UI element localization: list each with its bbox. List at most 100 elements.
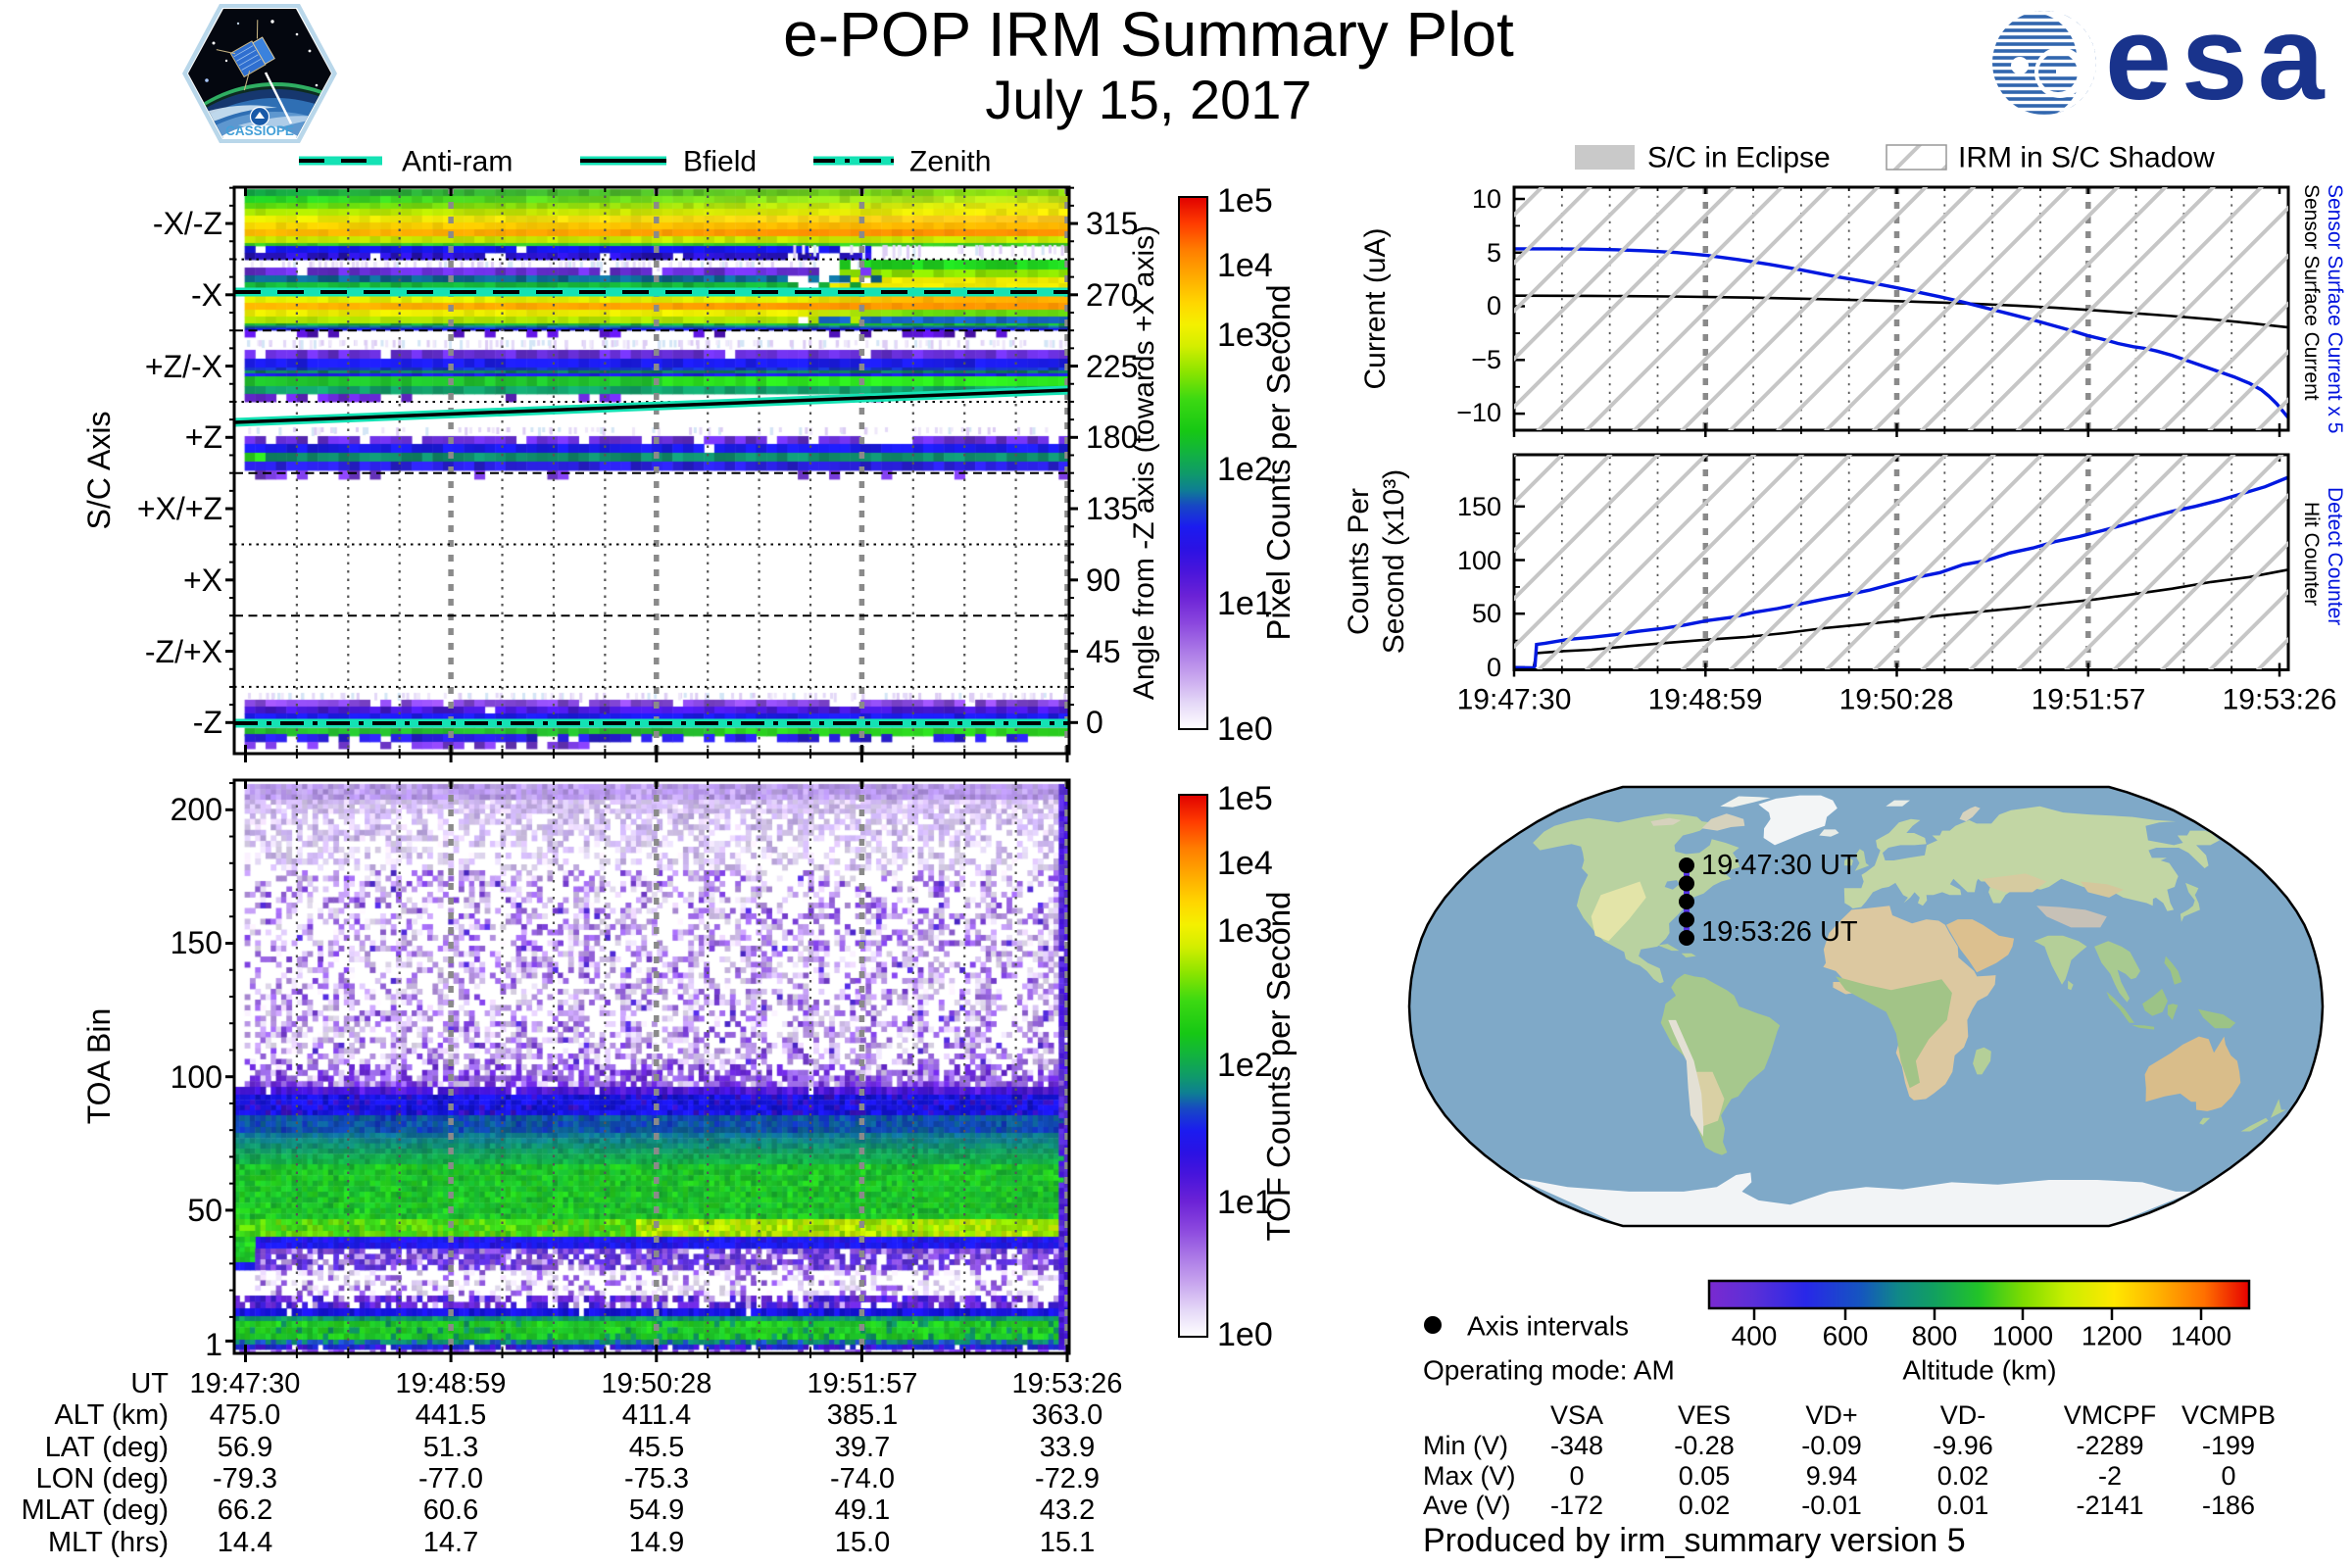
svg-text:Angle from -Z axis (towards +X: Angle from -Z axis (towards +X axis) — [1128, 225, 1160, 700]
svg-text:-74.0: -74.0 — [830, 1463, 895, 1494]
svg-text:50: 50 — [1472, 599, 1501, 628]
svg-text:−10: −10 — [1456, 398, 1501, 427]
svg-text:-0.28: -0.28 — [1674, 1431, 1735, 1460]
svg-text:Sensor Surface Current x 5: Sensor Surface Current x 5 — [2324, 184, 2346, 433]
svg-text:19:51:57: 19:51:57 — [808, 1368, 918, 1399]
svg-text:-72.9: -72.9 — [1035, 1463, 1100, 1494]
svg-text:Ave (V): Ave (V) — [1423, 1491, 1511, 1520]
svg-text:1e0: 1e0 — [1217, 1316, 1273, 1353]
svg-text:VMCPF: VMCPF — [2064, 1400, 2157, 1430]
svg-text:1e3: 1e3 — [1217, 912, 1273, 950]
svg-text:1e4: 1e4 — [1217, 247, 1273, 284]
svg-text:50: 50 — [187, 1193, 222, 1228]
svg-text:Pixel Counts per Second: Pixel Counts per Second — [1260, 284, 1297, 640]
svg-text:-0.01: -0.01 — [1801, 1491, 1862, 1520]
svg-text:49.1: 49.1 — [835, 1494, 890, 1526]
svg-text:Min (V): Min (V) — [1423, 1431, 1508, 1460]
svg-text:+Z/-X: +Z/-X — [145, 349, 222, 384]
svg-text:-2: -2 — [2098, 1461, 2122, 1491]
svg-text:MLAT (deg): MLAT (deg) — [22, 1494, 169, 1526]
svg-text:Altitude (km): Altitude (km) — [1902, 1355, 2056, 1386]
svg-text:VCMPB: VCMPB — [2181, 1400, 2276, 1430]
svg-text:19:50:28: 19:50:28 — [602, 1368, 712, 1399]
svg-text:150: 150 — [171, 925, 222, 960]
svg-text:0.02: 0.02 — [1679, 1491, 1731, 1520]
svg-text:0.02: 0.02 — [1937, 1461, 1989, 1491]
svg-text:-79.3: -79.3 — [213, 1463, 277, 1494]
svg-text:441.5: 441.5 — [416, 1399, 487, 1431]
svg-text:-Z: -Z — [193, 705, 222, 740]
svg-text:-348: -348 — [1550, 1431, 1603, 1460]
svg-text:-186: -186 — [2202, 1491, 2255, 1520]
svg-text:ALT (km): ALT (km) — [54, 1399, 169, 1431]
svg-text:VSA: VSA — [1550, 1400, 1603, 1430]
svg-text:+Z: +Z — [185, 419, 222, 455]
svg-text:-199: -199 — [2202, 1431, 2255, 1460]
svg-text:1: 1 — [205, 1327, 222, 1362]
svg-text:200: 200 — [171, 792, 222, 827]
svg-text:180: 180 — [1086, 419, 1138, 455]
svg-text:Produced by irm_summary versio: Produced by irm_summary version 5 — [1423, 1522, 1966, 1559]
svg-text:270: 270 — [1086, 277, 1138, 313]
svg-text:MLT (hrs): MLT (hrs) — [48, 1527, 169, 1558]
svg-text:-2289: -2289 — [2076, 1431, 2143, 1460]
svg-text:19:53:26: 19:53:26 — [1012, 1368, 1123, 1399]
svg-text:19:53:26 UT: 19:53:26 UT — [1701, 916, 1858, 948]
svg-text:VES: VES — [1678, 1400, 1731, 1430]
svg-text:Current (uA): Current (uA) — [1359, 227, 1392, 389]
svg-text:150: 150 — [1457, 492, 1501, 521]
svg-text:19:47:30: 19:47:30 — [190, 1368, 301, 1399]
svg-text:0: 0 — [1487, 653, 1501, 682]
svg-text:14.7: 14.7 — [423, 1527, 478, 1558]
svg-text:+X/+Z: +X/+Z — [137, 491, 222, 526]
svg-text:Bfield: Bfield — [683, 146, 757, 178]
svg-text:66.2: 66.2 — [218, 1494, 272, 1526]
svg-text:51.3: 51.3 — [423, 1432, 478, 1463]
svg-text:1e2: 1e2 — [1217, 1047, 1273, 1084]
svg-text:54.9: 54.9 — [629, 1494, 684, 1526]
svg-text:0: 0 — [1569, 1461, 1584, 1491]
svg-text:0.01: 0.01 — [1937, 1491, 1989, 1520]
svg-text:e-POP IRM Summary Plot: e-POP IRM Summary Plot — [783, 0, 1514, 70]
svg-text:1e0: 1e0 — [1217, 710, 1273, 748]
svg-text:Second (x10³): Second (x10³) — [1378, 469, 1410, 654]
svg-text:-75.3: -75.3 — [624, 1463, 689, 1494]
svg-text:0: 0 — [2221, 1461, 2235, 1491]
svg-text:Detect Counter: Detect Counter — [2324, 487, 2346, 625]
svg-text:39.7: 39.7 — [835, 1432, 890, 1463]
svg-text:10: 10 — [1472, 184, 1501, 214]
svg-text:19:47:30: 19:47:30 — [1457, 684, 1572, 716]
svg-text:400: 400 — [1732, 1321, 1778, 1351]
svg-text:esa: esa — [2105, 0, 2334, 124]
svg-text:800: 800 — [1912, 1321, 1958, 1351]
svg-text:225: 225 — [1086, 349, 1138, 384]
svg-text:19:48:59: 19:48:59 — [1648, 684, 1763, 716]
svg-text:1e3: 1e3 — [1217, 317, 1273, 354]
svg-text:-172: -172 — [1550, 1491, 1603, 1520]
svg-text:33.9: 33.9 — [1040, 1432, 1095, 1463]
svg-text:1400: 1400 — [2171, 1321, 2231, 1351]
svg-text:1e2: 1e2 — [1217, 451, 1273, 488]
svg-text:19:53:26: 19:53:26 — [2223, 684, 2337, 716]
svg-text:-X: -X — [191, 277, 222, 313]
svg-text:411.4: 411.4 — [622, 1399, 691, 1431]
svg-text:19:50:28: 19:50:28 — [1839, 684, 1954, 716]
svg-text:363.0: 363.0 — [1032, 1399, 1103, 1431]
svg-text:1e1: 1e1 — [1217, 1184, 1273, 1221]
svg-text:14.9: 14.9 — [629, 1527, 684, 1558]
svg-text:LON (deg): LON (deg) — [36, 1463, 169, 1494]
svg-text:19:47:30 UT: 19:47:30 UT — [1701, 850, 1858, 881]
svg-text:90: 90 — [1086, 563, 1121, 598]
svg-text:Anti-ram: Anti-ram — [402, 146, 513, 178]
svg-text:60.6: 60.6 — [423, 1494, 478, 1526]
svg-text:Counts Per: Counts Per — [1343, 488, 1375, 635]
svg-text:July 15, 2017: July 15, 2017 — [985, 69, 1311, 130]
svg-text:45: 45 — [1086, 634, 1121, 669]
svg-text:15.0: 15.0 — [835, 1527, 890, 1558]
svg-text:0: 0 — [1086, 705, 1103, 740]
svg-text:45.5: 45.5 — [629, 1432, 684, 1463]
svg-text:-77.0: -77.0 — [418, 1463, 483, 1494]
svg-text:315: 315 — [1086, 206, 1138, 241]
svg-text:-9.96: -9.96 — [1933, 1431, 1993, 1460]
svg-text:0.05: 0.05 — [1679, 1461, 1731, 1491]
